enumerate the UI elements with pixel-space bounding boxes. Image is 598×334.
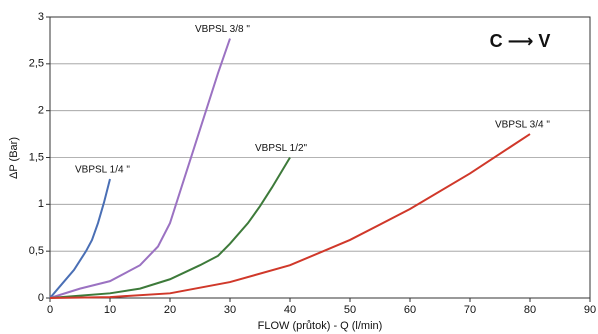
series-label: VBPSL 1/2" [255, 143, 308, 154]
series-label: VBPSL 3/4 " [495, 120, 550, 131]
x-tick-label: 80 [524, 304, 536, 316]
x-tick-label: 0 [47, 304, 53, 316]
x-tick-label: 90 [584, 304, 596, 316]
x-tick-label: 60 [404, 304, 416, 316]
x-tick-label: 20 [164, 304, 176, 316]
data-line [49, 178, 111, 299]
y-axis-label: ΔP (Bar) [8, 137, 20, 179]
data-line [49, 156, 291, 299]
x-tick-label: 30 [224, 304, 236, 316]
data-line [49, 133, 531, 299]
plot-frame [49, 16, 591, 299]
x-tick-label: 10 [104, 304, 116, 316]
series-label: VBPSL 3/8 " [195, 24, 250, 35]
y-tick-label: 3 [38, 11, 44, 23]
x-tick-label: 50 [344, 304, 356, 316]
x-tick-label: 40 [284, 304, 296, 316]
y-tick-label: 1,5 [29, 151, 44, 163]
series-label: VBPSL 1/4 " [75, 165, 130, 176]
data-line [49, 38, 231, 299]
y-tick-label: 0 [38, 292, 44, 304]
x-axis-label: FLOW (průtok) - Q (l/min) [258, 320, 383, 332]
y-tick-label: 2 [38, 105, 44, 117]
annotation: C ⟶ V [490, 31, 551, 51]
y-tick-label: 2,5 [29, 58, 44, 70]
y-tick-label: 0,5 [29, 245, 44, 257]
x-tick-label: 70 [464, 304, 476, 316]
y-tick-label: 1 [38, 198, 44, 210]
